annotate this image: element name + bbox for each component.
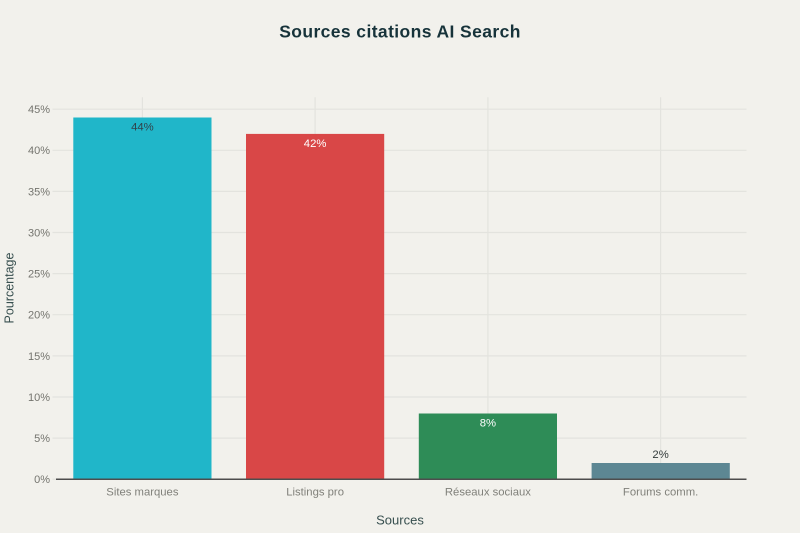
svg-text:45%: 45%: [28, 104, 50, 116]
svg-text:10%: 10%: [28, 392, 50, 404]
svg-text:44%: 44%: [131, 122, 154, 134]
svg-text:Réseaux sociaux: Réseaux sociaux: [445, 487, 531, 499]
svg-text:2%: 2%: [652, 449, 668, 461]
svg-text:15%: 15%: [28, 351, 50, 363]
svg-text:Listings pro: Listings pro: [286, 487, 344, 499]
svg-text:8%: 8%: [480, 418, 496, 430]
svg-text:Sources citations AI Search: Sources citations AI Search: [279, 22, 521, 42]
svg-text:30%: 30%: [28, 227, 50, 239]
svg-text:40%: 40%: [28, 145, 50, 157]
svg-text:5%: 5%: [34, 433, 50, 445]
svg-text:25%: 25%: [28, 269, 50, 281]
svg-text:35%: 35%: [28, 186, 50, 198]
svg-text:0%: 0%: [34, 474, 50, 486]
svg-text:42%: 42%: [304, 138, 327, 150]
svg-text:Forums comm.: Forums comm.: [623, 487, 698, 499]
svg-text:20%: 20%: [28, 310, 50, 322]
svg-text:Sources: Sources: [376, 513, 424, 528]
svg-text:Sites marques: Sites marques: [106, 487, 179, 499]
svg-text:Pourcentage: Pourcentage: [3, 253, 17, 324]
